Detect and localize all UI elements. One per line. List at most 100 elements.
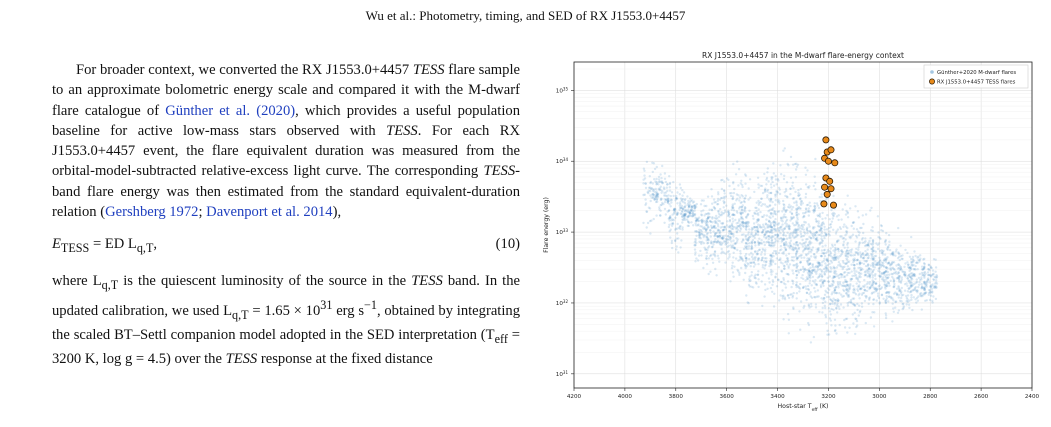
population-point bbox=[799, 254, 802, 257]
population-point bbox=[883, 265, 886, 268]
population-point bbox=[643, 169, 646, 172]
population-point bbox=[743, 200, 746, 204]
population-point bbox=[818, 262, 822, 265]
population-point bbox=[829, 266, 832, 269]
population-point bbox=[809, 270, 812, 273]
population-point bbox=[757, 257, 761, 260]
population-point bbox=[701, 220, 704, 224]
population-point bbox=[819, 285, 823, 289]
population-point bbox=[800, 256, 803, 259]
population-point bbox=[740, 233, 744, 236]
population-point bbox=[816, 247, 820, 251]
citation-link-davenport[interactable]: Davenport et al. 2014 bbox=[206, 204, 333, 221]
population-point bbox=[927, 277, 930, 280]
population-point bbox=[931, 299, 934, 302]
population-point bbox=[745, 223, 748, 226]
population-point bbox=[698, 236, 701, 239]
population-point bbox=[836, 281, 840, 284]
population-point bbox=[749, 261, 753, 265]
population-point bbox=[744, 242, 748, 245]
population-point bbox=[740, 240, 744, 243]
population-point bbox=[750, 261, 754, 264]
population-point bbox=[677, 251, 680, 254]
population-point bbox=[820, 232, 823, 235]
population-point bbox=[703, 214, 706, 217]
population-point bbox=[815, 237, 818, 240]
population-point bbox=[856, 324, 859, 327]
population-point bbox=[822, 259, 825, 263]
population-point bbox=[837, 299, 840, 302]
population-point bbox=[685, 218, 689, 221]
population-point bbox=[836, 240, 839, 243]
population-point bbox=[751, 214, 755, 218]
text-run: For broader context, we converted the RX… bbox=[76, 62, 413, 78]
population-point bbox=[867, 241, 870, 245]
population-point bbox=[857, 230, 860, 233]
population-point bbox=[837, 218, 840, 222]
population-point bbox=[808, 201, 811, 204]
population-point bbox=[813, 232, 817, 235]
population-point bbox=[833, 269, 836, 273]
population-point bbox=[774, 250, 778, 253]
population-point bbox=[756, 212, 760, 215]
population-point bbox=[763, 233, 767, 236]
population-point bbox=[884, 258, 888, 261]
population-point bbox=[820, 297, 823, 300]
population-point bbox=[908, 275, 912, 278]
population-point bbox=[890, 272, 893, 276]
population-point bbox=[830, 220, 834, 223]
population-point bbox=[932, 285, 936, 288]
population-point bbox=[768, 264, 771, 268]
population-point bbox=[689, 199, 692, 203]
population-point bbox=[871, 256, 874, 259]
population-point bbox=[810, 255, 813, 258]
population-point bbox=[676, 232, 679, 235]
population-point bbox=[815, 239, 819, 242]
population-point bbox=[688, 210, 691, 213]
population-point bbox=[822, 267, 826, 271]
population-point bbox=[642, 178, 645, 181]
population-point bbox=[758, 248, 761, 251]
population-point bbox=[644, 202, 648, 205]
citation-link-gunther[interactable]: Günther et al. (2020) bbox=[165, 102, 296, 119]
population-point bbox=[708, 212, 711, 216]
population-point bbox=[731, 232, 734, 236]
population-point bbox=[666, 200, 669, 203]
population-point bbox=[897, 276, 900, 279]
population-point bbox=[928, 269, 931, 272]
population-point bbox=[932, 286, 936, 289]
target-flare-point bbox=[821, 183, 829, 191]
population-point bbox=[795, 162, 798, 165]
population-point bbox=[915, 281, 918, 284]
population-point bbox=[804, 207, 808, 210]
population-point bbox=[657, 178, 661, 181]
population-point bbox=[784, 222, 787, 225]
population-point bbox=[837, 305, 840, 308]
population-point bbox=[772, 223, 776, 226]
population-point bbox=[866, 268, 869, 271]
population-point bbox=[887, 295, 891, 298]
population-point bbox=[858, 262, 862, 265]
population-point bbox=[915, 289, 919, 292]
population-point bbox=[733, 247, 737, 250]
population-point bbox=[847, 268, 850, 271]
population-point bbox=[795, 220, 798, 223]
population-point bbox=[752, 265, 756, 268]
population-scatter bbox=[642, 147, 939, 344]
population-point bbox=[853, 311, 856, 314]
population-point bbox=[767, 219, 771, 222]
population-point bbox=[883, 283, 886, 286]
population-point bbox=[867, 263, 870, 266]
population-point bbox=[718, 229, 721, 233]
population-point bbox=[709, 220, 712, 223]
population-point bbox=[884, 314, 888, 317]
population-point bbox=[808, 292, 811, 296]
population-point bbox=[717, 257, 720, 260]
citation-link-gershberg[interactable]: Gershberg 1972 bbox=[105, 204, 199, 221]
text-run: ), bbox=[332, 204, 342, 221]
population-point bbox=[777, 240, 780, 243]
population-point bbox=[903, 273, 906, 277]
population-point bbox=[805, 298, 808, 302]
population-point bbox=[758, 201, 761, 205]
population-point bbox=[663, 198, 666, 201]
